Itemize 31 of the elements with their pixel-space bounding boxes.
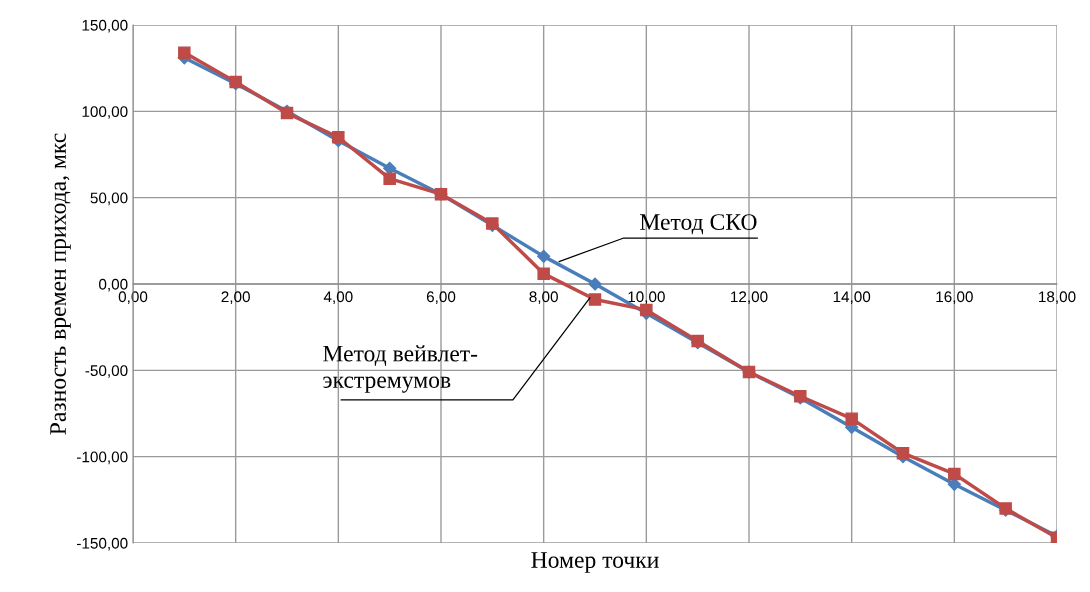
y-tick-label: -100,00 (77, 451, 128, 465)
x-axis-title: Номер точки (531, 552, 659, 573)
y-tick-label: 150,00 (82, 19, 128, 33)
point (383, 172, 396, 185)
x-tick-label: 10,00 (628, 291, 665, 304)
point (332, 130, 345, 144)
y-tick-label: 50,00 (90, 192, 128, 206)
x-tick-label: 14,00 (833, 291, 871, 304)
point (588, 293, 602, 306)
x-tick-label: 18,00 (1039, 291, 1076, 304)
point (537, 249, 551, 263)
x-tick-label: 12,00 (731, 291, 768, 304)
x-tick-label: 0,00 (118, 291, 148, 304)
y-axis-title: Разность времен прихода, мкс (50, 133, 71, 435)
point (845, 412, 858, 425)
point (537, 267, 550, 280)
point (588, 277, 602, 291)
point (896, 446, 910, 460)
x-tick-label: 2,00 (221, 291, 250, 304)
annotation: Метод СКО (640, 214, 757, 235)
y-tick-label: 100,00 (82, 106, 128, 119)
y-tick-label: -150,00 (77, 537, 128, 551)
point (178, 46, 191, 59)
y-tick-label: -50,00 (85, 365, 128, 378)
x-tick-label: 8,00 (529, 291, 558, 304)
y-tick-label: 0,00 (99, 278, 128, 292)
x-tick-label: 4,00 (323, 291, 353, 304)
x-tick-label: 16,00 (936, 291, 973, 304)
point (948, 467, 961, 481)
annotation: Метод вейвлет- экстремумов (323, 345, 478, 393)
x-tick-label: 6,00 (426, 291, 456, 304)
